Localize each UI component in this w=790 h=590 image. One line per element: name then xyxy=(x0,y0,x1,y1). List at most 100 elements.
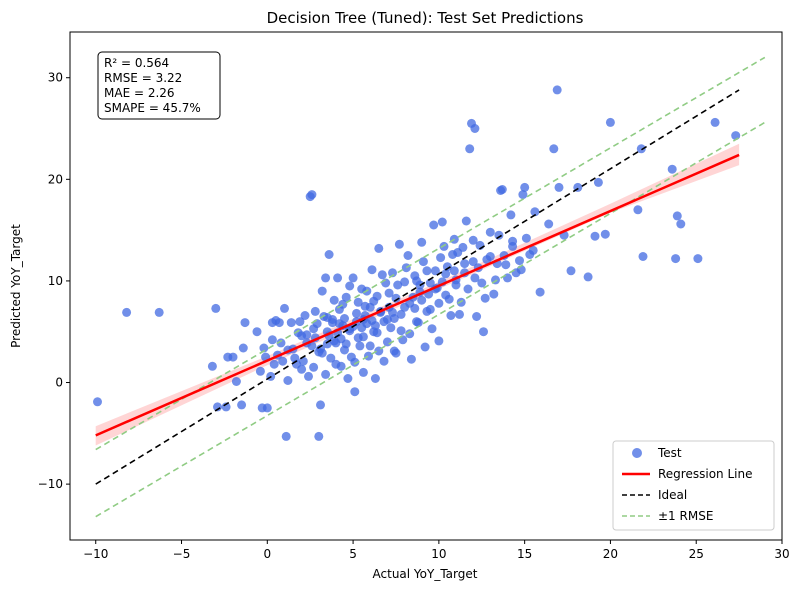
scatter-point xyxy=(382,337,392,347)
scatter-point xyxy=(365,341,375,351)
scatter-point xyxy=(379,317,389,327)
scatter-point xyxy=(348,273,358,283)
scatter-point xyxy=(489,289,499,299)
scatter-point xyxy=(388,268,397,278)
scatter-point xyxy=(286,318,296,328)
scatter-point xyxy=(528,245,538,255)
x-tick-label: −10 xyxy=(83,547,108,561)
scatter-point xyxy=(480,293,490,303)
scatter-point xyxy=(437,217,447,227)
scatter-point xyxy=(300,311,310,320)
scatter-point xyxy=(377,270,387,280)
legend: Test Regression Line Ideal ±1 RMSE xyxy=(612,440,775,531)
legend-label-regression: Regression Line xyxy=(658,467,752,481)
scatter-point xyxy=(506,210,516,220)
regression-line xyxy=(95,153,740,437)
scatter-point xyxy=(384,288,394,298)
scatter-point xyxy=(427,324,437,334)
scatter-point xyxy=(530,207,540,217)
scatter-point xyxy=(307,190,317,200)
x-tick-label: 30 xyxy=(774,547,789,561)
y-tick-label: 10 xyxy=(48,274,63,288)
x-tick-label: 15 xyxy=(517,547,532,561)
scatter-point xyxy=(317,286,327,296)
stats-box-frame xyxy=(97,51,221,120)
scatter-point xyxy=(638,252,648,261)
scatter-point xyxy=(521,233,531,243)
scatter-point xyxy=(468,235,478,245)
scatter-point xyxy=(463,284,473,294)
scatter-point xyxy=(429,220,439,230)
scatter-point xyxy=(693,254,703,264)
scatter-point xyxy=(345,281,355,291)
scatter-point xyxy=(343,374,353,383)
stats-mae: MAE = 2.26 xyxy=(104,86,175,100)
legend-swatch-test xyxy=(632,448,642,458)
scatter-point xyxy=(554,182,564,192)
scatter-point xyxy=(477,278,487,288)
scatter-point xyxy=(358,367,368,377)
scatter-point xyxy=(676,219,686,229)
scatter-point xyxy=(448,250,458,259)
scatter-point xyxy=(593,177,603,187)
scatter-point xyxy=(468,257,478,267)
stats-smape: SMAPE = 45.7% xyxy=(104,101,201,115)
scatter-point xyxy=(672,211,682,221)
scatter-point xyxy=(461,216,471,226)
scatter-point xyxy=(420,342,430,352)
scatter-point xyxy=(460,259,470,269)
x-tick-label: 10 xyxy=(431,547,446,561)
scatter-point xyxy=(231,377,241,386)
legend-label-rmse: ±1 RMSE xyxy=(658,509,713,523)
scatter-point xyxy=(240,318,250,328)
scatter-point xyxy=(207,361,217,371)
scatter-point xyxy=(410,303,420,313)
scatter-point xyxy=(358,332,368,342)
scatter-point xyxy=(304,371,313,381)
ideal-line xyxy=(95,89,740,485)
scatter-point xyxy=(333,273,343,283)
scatter-point xyxy=(472,312,482,321)
scatter-point xyxy=(520,182,530,192)
scatter-point xyxy=(403,251,413,260)
scatter-point xyxy=(297,331,307,341)
scatter-point xyxy=(336,361,346,371)
scatter-point xyxy=(406,354,416,364)
scatter-point xyxy=(396,309,406,319)
scatter-point xyxy=(252,327,262,337)
scatter-point xyxy=(309,362,319,372)
scatter-point xyxy=(355,341,365,351)
scatter-point xyxy=(267,318,277,328)
scatter-point xyxy=(417,237,427,247)
scatter-point xyxy=(566,266,576,276)
scatter-point xyxy=(605,117,615,127)
scatter-point xyxy=(391,348,401,358)
scatter-point xyxy=(93,397,102,407)
scatter-point xyxy=(365,302,375,312)
scatter-point xyxy=(370,374,380,383)
scatter-point xyxy=(446,311,456,320)
x-tick-label: −5 xyxy=(173,547,191,561)
scatter-point xyxy=(518,190,528,200)
scatter-point xyxy=(636,144,646,154)
scatter-point xyxy=(237,400,247,410)
scatter-point xyxy=(259,343,269,353)
scatter-point xyxy=(307,341,317,351)
scatter-point xyxy=(503,273,512,283)
scatter-point xyxy=(442,262,452,272)
scatter-point xyxy=(515,256,524,266)
scatter-point xyxy=(367,265,377,275)
scatter-point xyxy=(352,308,361,318)
scatter-point xyxy=(494,230,504,240)
scatter-point xyxy=(633,205,643,215)
scatter-point xyxy=(590,231,600,241)
x-axis: −10 −5 0 5 10 15 20 25 30 xyxy=(83,540,790,561)
chart-title: Decision Tree (Tuned): Test Set Predicti… xyxy=(267,9,584,27)
plot-area xyxy=(93,56,766,518)
scatter-point xyxy=(671,254,681,264)
scatter-point xyxy=(508,236,518,246)
scatter-point xyxy=(278,356,288,366)
scatter-point xyxy=(485,252,495,261)
scatter-point xyxy=(341,292,351,302)
